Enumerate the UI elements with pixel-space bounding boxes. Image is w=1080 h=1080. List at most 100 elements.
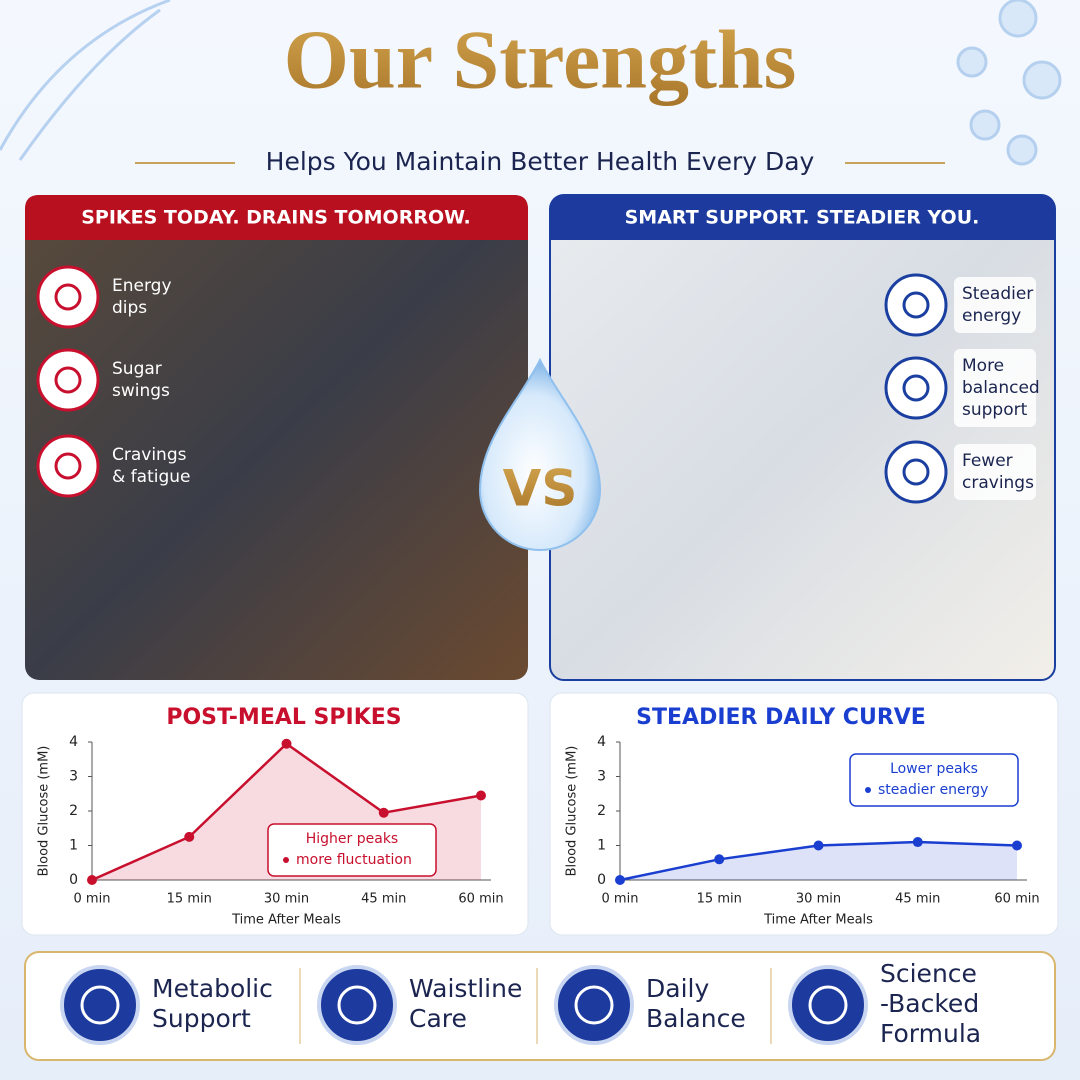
x-tick-label: 15 min <box>697 892 742 907</box>
benefit-label: Formula <box>880 1019 981 1048</box>
feature-label: balanced <box>962 378 1040 398</box>
label-backdrop <box>954 349 1036 427</box>
feature-icon-inner <box>54 283 82 311</box>
point <box>615 875 625 885</box>
feature-label: dips <box>112 298 147 318</box>
x-tick-label: 0 min <box>74 892 111 907</box>
label-backdrop <box>954 444 1036 500</box>
right-photo <box>549 194 1056 681</box>
y-tick-label: 4 <box>597 734 606 750</box>
benefit-label: -Backed <box>880 989 979 1018</box>
feature-label: More <box>962 356 1004 376</box>
benefit-icon <box>317 965 397 1045</box>
feature-label: Fewer <box>962 451 1013 471</box>
annotation: steadier energy <box>878 782 988 798</box>
right-heading: SMART SUPPORT. STEADIER YOU. <box>625 207 980 229</box>
annotation: Lower peaks <box>890 761 978 777</box>
feature-icon <box>884 440 948 504</box>
right-heading-band <box>550 195 1055 240</box>
point <box>184 831 195 842</box>
point <box>714 854 725 865</box>
y-tick-label: 2 <box>597 803 606 819</box>
feature-label: swings <box>112 381 170 401</box>
point <box>476 790 486 801</box>
left-heading-band <box>25 195 528 240</box>
feature-icon-inner <box>902 458 930 486</box>
feature-icon-inner <box>54 452 82 480</box>
x-tick-label: 15 min <box>167 892 212 907</box>
y-tick-label: 1 <box>69 838 78 854</box>
benefit-label: Daily <box>646 974 709 1003</box>
point <box>1012 840 1022 851</box>
feature-label: & fatigue <box>112 467 190 487</box>
area <box>620 842 1017 880</box>
feature-label: Steadier <box>962 284 1033 304</box>
annotation: more fluctuation <box>296 852 412 868</box>
x-tick-label: 30 min <box>264 892 309 907</box>
y-tick-label: 3 <box>69 769 78 785</box>
feature-icon-inner <box>54 366 82 394</box>
x-tick-label: 45 min <box>361 892 406 907</box>
x-axis-label: Time After Meals <box>763 913 873 928</box>
feature-label: Sugar <box>112 359 162 379</box>
left-heading: SPIKES TODAY. DRAINS TOMORROW. <box>81 207 470 229</box>
feature-icon <box>884 273 948 337</box>
y-tick-label: 1 <box>597 838 606 854</box>
point <box>813 840 824 851</box>
y-tick-label: 3 <box>597 769 606 785</box>
benefit-icon-inner <box>574 985 614 1025</box>
benefit-icon <box>788 965 868 1045</box>
benefit-icon-inner <box>337 985 377 1025</box>
vs-label: VS <box>503 460 578 518</box>
annotation: Higher peaks <box>306 831 398 847</box>
feature-label: Cravings <box>112 445 187 465</box>
benefit-label: Metabolic <box>152 974 273 1003</box>
point <box>281 738 292 749</box>
bullet <box>865 787 871 793</box>
annotation-box <box>267 823 437 877</box>
label-backdrop <box>954 277 1036 333</box>
y-tick-label: 4 <box>69 734 78 750</box>
x-tick-label: 0 min <box>602 892 639 907</box>
left-photo <box>25 195 528 680</box>
feature-icon-inner <box>902 291 930 319</box>
y-tick-label: 0 <box>69 872 78 888</box>
benefit-icon <box>554 965 634 1045</box>
point <box>912 837 923 848</box>
y-axis-label: Blood Glucose (mM) <box>37 746 52 877</box>
benefits-bar <box>24 951 1056 1061</box>
x-tick-label: 60 min <box>458 892 503 907</box>
benefit-label: Science <box>880 959 977 988</box>
x-tick-label: 60 min <box>994 892 1039 907</box>
y-axis-label: Blood Glucose (mM) <box>565 746 580 877</box>
point <box>378 807 389 818</box>
chart-title: POST-MEAL SPIKES <box>166 705 401 730</box>
vs-drop <box>478 357 602 551</box>
feature-label: cravings <box>962 473 1034 493</box>
subtitle: Helps You Maintain Better Health Every D… <box>266 147 815 176</box>
feature-icon <box>36 348 100 412</box>
benefit-label: Support <box>152 1004 251 1033</box>
benefit-label: Balance <box>646 1004 746 1033</box>
feature-icon <box>36 265 100 329</box>
feature-icon-inner <box>902 374 930 402</box>
y-tick-label: 0 <box>597 872 606 888</box>
x-tick-label: 30 min <box>796 892 841 907</box>
chart-title: STEADIER DAILY CURVE <box>636 705 926 730</box>
feature-label: support <box>962 400 1028 420</box>
feature-icon <box>36 434 100 498</box>
annotation-box <box>849 753 1019 807</box>
title: Our Strengths <box>284 13 797 106</box>
feature-label: Energy <box>112 276 172 296</box>
y-tick-label: 2 <box>69 803 78 819</box>
feature-label: energy <box>962 306 1021 326</box>
x-tick-label: 45 min <box>895 892 940 907</box>
benefit-icon <box>60 965 140 1045</box>
decor <box>0 0 1062 166</box>
benefit-icon-inner <box>80 985 120 1025</box>
x-axis-label: Time After Meals <box>231 913 341 928</box>
